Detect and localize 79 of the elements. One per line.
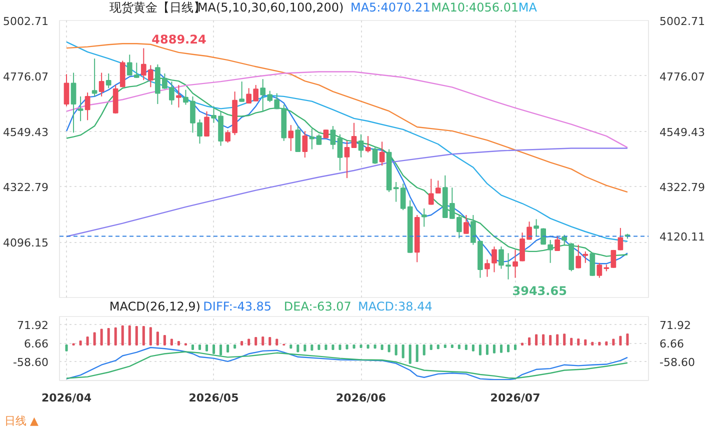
candlestick xyxy=(309,128,315,150)
text: DIFF:-43.85 xyxy=(203,300,272,314)
y-tick-label: -58.60 xyxy=(13,356,49,370)
candlestick xyxy=(78,96,84,122)
candlestick xyxy=(428,178,434,206)
candlestick xyxy=(596,262,602,278)
text: MA5:4070.21 xyxy=(350,0,430,14)
candlestick xyxy=(618,227,624,251)
text: DEA:-63.07 xyxy=(284,300,352,314)
candlestick xyxy=(562,234,568,246)
candlestick xyxy=(98,72,104,97)
y-tick-label: 4096.15 xyxy=(3,236,49,250)
candlestick xyxy=(176,84,182,108)
line-series xyxy=(66,346,628,380)
candlestick xyxy=(435,180,441,194)
y2-tick-label: 4776.07 xyxy=(660,70,705,84)
text: MA10:4056.01 xyxy=(431,0,519,14)
y-tick-label: 4776.07 xyxy=(3,70,49,84)
y-tick-label: 5002.71 xyxy=(3,15,49,28)
y2-tick-label: 4322.79 xyxy=(660,181,705,194)
line-series xyxy=(66,351,628,379)
candlestick xyxy=(295,126,301,152)
text: MA xyxy=(518,0,538,14)
candlestick xyxy=(204,110,210,138)
candlestick xyxy=(554,236,560,252)
y-tick-label: 4549.43 xyxy=(3,126,49,139)
candlestick xyxy=(421,208,427,228)
candlestick xyxy=(288,124,294,152)
y-tick-label: 4322.79 xyxy=(3,181,49,194)
annotation: 3943.65 xyxy=(512,284,567,298)
candlestick xyxy=(582,250,588,264)
y2-tick-label: -58.60 xyxy=(660,356,695,370)
line-series xyxy=(66,43,628,193)
x-tick-label: 2026/04 xyxy=(42,392,92,404)
chart-subtitle: MA(5,10,30,60,100,200) xyxy=(197,0,344,14)
line-series xyxy=(66,71,628,148)
x-tick-label: 2026/06 xyxy=(336,392,386,404)
candlestick xyxy=(590,252,596,276)
candlestick xyxy=(464,214,469,234)
candlestick xyxy=(239,81,244,102)
candlestick xyxy=(365,136,371,153)
line-series xyxy=(66,148,628,238)
candlestick xyxy=(302,130,308,158)
candlestick xyxy=(92,58,98,97)
candlestick xyxy=(512,249,518,278)
y-tick-label: 6.66 xyxy=(24,338,49,351)
candlestick xyxy=(534,218,539,238)
candlestick xyxy=(372,147,378,164)
candlestick xyxy=(393,182,399,202)
ref-line-label: 4120.11 xyxy=(660,230,705,244)
annotation: 4889.24 xyxy=(152,32,206,47)
candlestick xyxy=(337,134,343,172)
candlestick xyxy=(70,72,76,134)
candlestick xyxy=(330,126,336,150)
y2-tick-label: 5002.71 xyxy=(660,15,705,28)
y2-tick-label: 71.92 xyxy=(660,318,691,332)
candlestick xyxy=(492,246,497,273)
candlestick xyxy=(484,258,490,278)
chart-title: MACD(26,12,9) xyxy=(109,300,200,314)
candlestick xyxy=(351,122,357,149)
x-tick-label: 2026/05 xyxy=(188,392,239,404)
candlestick xyxy=(64,74,70,107)
candlestick xyxy=(344,140,350,179)
text: MACD:38.44 xyxy=(358,300,432,314)
candlestick xyxy=(120,60,126,88)
candlestick xyxy=(610,249,616,268)
candlestick xyxy=(112,84,118,114)
y-tick-label: 71.92 xyxy=(17,318,49,332)
candlestick xyxy=(316,134,322,146)
y2-tick-label: 6.66 xyxy=(660,338,684,351)
candlestick xyxy=(548,239,554,264)
candlestick xyxy=(358,134,364,158)
candlestick xyxy=(106,72,112,89)
candlestick xyxy=(84,92,90,121)
text: 日线 ▲ xyxy=(4,414,39,428)
y2-tick-label: 4549.43 xyxy=(660,126,705,139)
candlestick xyxy=(576,244,582,269)
candlestick xyxy=(379,141,385,166)
x-tick-label: 2026/07 xyxy=(490,392,540,404)
